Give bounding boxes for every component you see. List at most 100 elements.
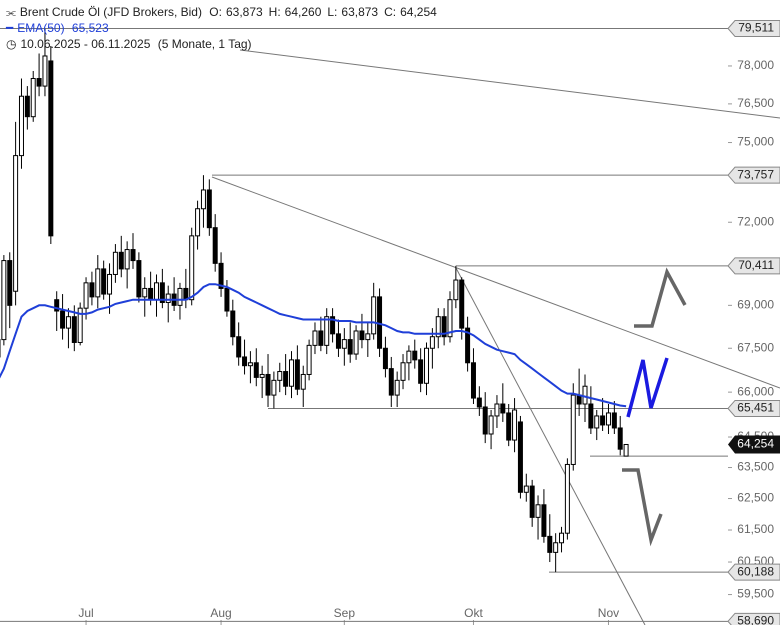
candle-body [118,251,124,270]
candle-body [206,189,212,229]
candle-body [265,373,271,396]
candle-body [253,362,259,378]
y-tick-label: 72,000 [737,214,774,228]
candle-body [130,249,136,262]
candle-body [271,379,277,396]
candle-body [523,485,529,493]
candle-body [306,344,312,375]
y-tick-label: 62,500 [737,491,774,505]
candle-body [335,333,341,349]
candle-body [623,443,629,457]
candle-body [406,350,412,364]
candle-body [54,299,60,312]
candle-body [547,535,553,553]
ohlc-value: 63,873 [341,5,379,19]
candle-body [230,310,236,338]
candle-body [470,362,476,399]
candle-body [277,371,283,381]
candle-body [60,310,66,329]
y-tick-label: 61,500 [737,522,774,536]
level-box [727,257,780,275]
y-tick-label: 76,500 [737,96,774,110]
arrow-zigzag [626,357,669,418]
candle-body [112,251,118,275]
x-tick-label: Nov [598,606,619,620]
y-tick-label: 59,500 [737,587,774,601]
ohlc-key: C: [384,5,397,19]
candle-body [318,330,324,346]
title: Brent Crude Öl (JFD Brokers, Bid) [19,5,202,19]
range-line: ◷ 10.06.2025 - 06.11.2025 (5 Monate, 1 Ta… [6,37,256,51]
ema-label: EMA(50) [17,21,65,35]
candle-body [36,78,42,87]
candle-body [218,262,224,289]
candle-body [142,287,148,298]
candle-body [424,347,430,384]
candle-body [13,155,19,292]
candle-body [359,330,365,341]
trendline [239,49,780,119]
candle-body [30,78,36,118]
candle-body [42,55,48,87]
candle-body [247,362,253,367]
candle-body [382,347,388,370]
plot [0,28,629,573]
candle-body [535,504,541,518]
candle-body [588,403,594,429]
candle-body [353,330,359,355]
level-box [727,19,780,37]
candle-body [488,415,494,435]
candle-body [65,316,71,329]
level-label: 73,757 [737,167,774,181]
level-box [727,612,780,625]
ohlc-key: O: [209,5,222,19]
ohlc-key: L: [327,5,338,19]
candle-body [453,279,459,301]
candle-body [330,316,336,335]
icon: ◷ [6,37,17,51]
candle-body [365,333,371,341]
candle-body [259,373,265,378]
candle-body [582,385,588,405]
candle-body [124,249,130,270]
arrow-up [634,267,687,328]
candle-body [494,403,500,417]
y-tick-label: 63,500 [737,460,774,474]
candle-body [418,359,424,384]
last-price-label: 64,254 [737,437,774,451]
ema-line [0,283,627,408]
candle-body [605,412,611,426]
candle-body [347,339,353,355]
candle-body [570,394,576,465]
range: 10.06.2025 - 06.11.2025 [20,37,151,51]
candle-body [312,330,318,346]
candle-body [541,504,547,537]
level-box [727,399,780,417]
level-label: 65,451 [737,401,774,415]
span: (5 Monate, 1 Tag) [157,37,252,51]
x-tick-label: Sep [334,606,356,620]
candle-body [224,287,230,312]
candle-body [617,427,623,450]
ohlc-value: 63,873 [225,5,263,19]
ohlc-value: 64,254 [400,5,437,19]
candle-body [500,403,506,414]
candle-body [77,307,83,343]
candle-body [553,542,559,553]
candle-body [153,282,159,301]
candle-body [429,336,435,349]
arrows [622,267,687,547]
icon: ━ [6,21,14,35]
level-box [727,166,780,184]
candle-body [289,359,294,387]
candle-body [412,350,418,361]
level-label: 60,188 [737,564,774,578]
last-price-box [728,435,780,454]
candle-body [506,412,512,441]
candle-body [441,316,447,338]
candle-body [89,282,95,298]
ohlc: O: 63,873 H: 64,260 L: 63,873 C: 64,254 [209,5,443,19]
candle-body [341,339,347,349]
ohlc-value: 64,260 [284,5,322,19]
